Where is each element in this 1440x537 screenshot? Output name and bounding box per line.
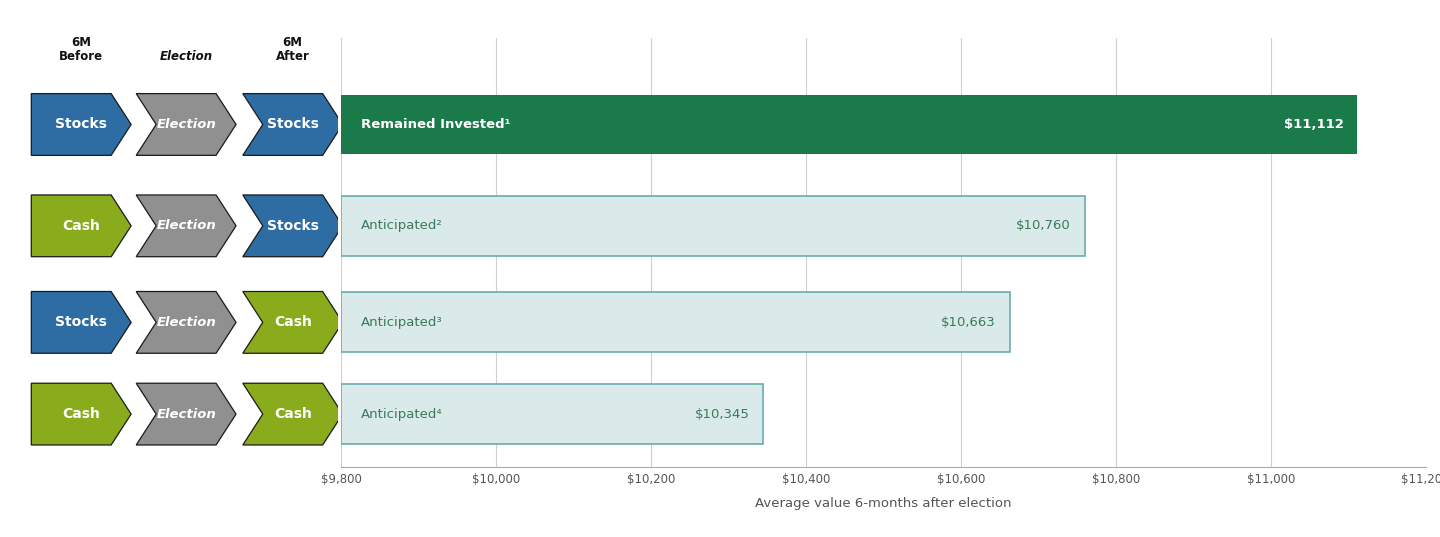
Text: Cash: Cash bbox=[62, 407, 101, 421]
Text: Anticipated⁴: Anticipated⁴ bbox=[360, 408, 442, 420]
Text: $11,112: $11,112 bbox=[1283, 118, 1344, 131]
Text: 6M
After: 6M After bbox=[276, 36, 310, 63]
Polygon shape bbox=[137, 292, 236, 353]
Polygon shape bbox=[137, 383, 236, 445]
Text: 6M
Before: 6M Before bbox=[59, 36, 104, 63]
Polygon shape bbox=[137, 93, 236, 155]
Polygon shape bbox=[243, 383, 343, 445]
Text: $10,760: $10,760 bbox=[1017, 219, 1071, 233]
Text: Cash: Cash bbox=[274, 315, 311, 329]
Text: $10,345: $10,345 bbox=[694, 408, 749, 420]
Polygon shape bbox=[32, 383, 131, 445]
X-axis label: Average value 6-months after election: Average value 6-months after election bbox=[755, 497, 1012, 510]
Text: Anticipated³: Anticipated³ bbox=[360, 316, 442, 329]
Polygon shape bbox=[32, 93, 131, 155]
Text: Anticipated²: Anticipated² bbox=[360, 219, 442, 233]
Text: Stocks: Stocks bbox=[55, 118, 107, 132]
Bar bbox=[341, 384, 763, 444]
Bar bbox=[341, 293, 1009, 352]
Bar bbox=[341, 196, 1084, 256]
Text: Stocks: Stocks bbox=[266, 118, 318, 132]
Polygon shape bbox=[243, 292, 343, 353]
Polygon shape bbox=[243, 93, 343, 155]
Text: Election: Election bbox=[157, 316, 216, 329]
Polygon shape bbox=[243, 195, 343, 257]
Polygon shape bbox=[32, 195, 131, 257]
Text: Stocks: Stocks bbox=[266, 219, 318, 233]
Polygon shape bbox=[137, 195, 236, 257]
Text: Election: Election bbox=[157, 219, 216, 233]
Text: Election: Election bbox=[157, 118, 216, 131]
Text: Election: Election bbox=[160, 50, 213, 63]
Text: Cash: Cash bbox=[62, 219, 101, 233]
Text: Election: Election bbox=[157, 408, 216, 420]
Bar bbox=[341, 95, 1358, 155]
Polygon shape bbox=[32, 292, 131, 353]
Text: Stocks: Stocks bbox=[55, 315, 107, 329]
Text: $10,663: $10,663 bbox=[940, 316, 995, 329]
Text: Remained Invested¹: Remained Invested¹ bbox=[360, 118, 510, 131]
Text: Cash: Cash bbox=[274, 407, 311, 421]
